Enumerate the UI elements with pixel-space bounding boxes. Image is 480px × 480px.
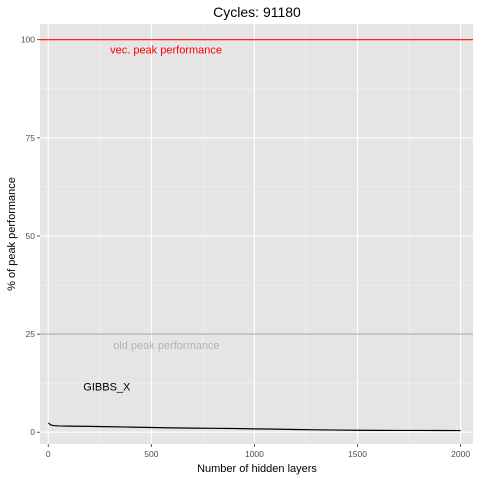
x-tick-label: 500 [144,449,158,459]
y-axis: 0 25 50 75 100 [21,35,40,437]
x-tick-label: 1500 [348,449,367,459]
series-lines [48,422,461,432]
x-tick-label: 0 [46,449,51,459]
y-tick-label: 50 [26,231,36,241]
y-axis-title: % of peak performance [6,177,18,291]
y-tick-label: 100 [21,35,35,45]
annotation-label: GIBBS_X [83,381,131,393]
x-tick-label: 1000 [245,449,264,459]
annotations: vec. peak performance old peak performanc… [83,45,222,394]
y-tick-label: 75 [26,133,36,143]
annotation-label: old peak performance [113,340,219,352]
series-line-0 [48,422,461,432]
y-tick-label: 25 [26,329,36,339]
x-tick-label: 2000 [451,449,470,459]
y-tick-label: 0 [30,427,35,437]
plot-panel [40,24,473,444]
x-axis-title: Number of hidden layers [197,463,317,475]
chart-title: Cycles: 91180 [213,4,301,20]
grid-minor [40,24,473,444]
reference-lines [40,39,473,335]
x-axis: 0 500 1000 1500 2000 [46,444,470,459]
annotation-label: vec. peak performance [110,45,222,57]
